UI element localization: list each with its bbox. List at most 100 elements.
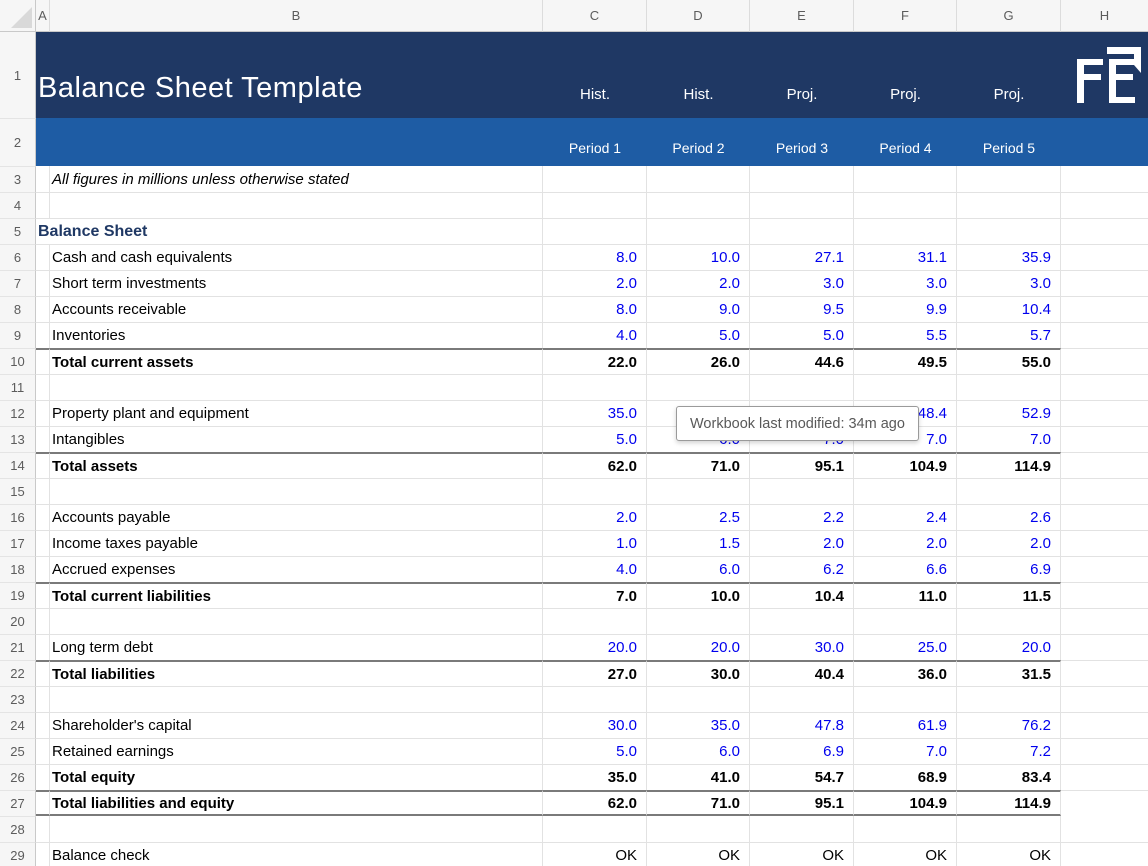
cell-D5[interactable] [647, 218, 750, 244]
cell-D27[interactable]: 71.0 [647, 790, 750, 816]
cell-F11[interactable] [854, 374, 957, 400]
cell-C23[interactable] [543, 686, 647, 712]
cell-C10[interactable]: 22.0 [543, 348, 647, 374]
row-header-15[interactable]: 15 [0, 478, 36, 504]
cell-D19[interactable]: 10.0 [647, 582, 750, 608]
cell-B21[interactable]: Long term debt [50, 634, 543, 660]
cell-C24[interactable]: 30.0 [543, 712, 647, 738]
cell-B12[interactable]: Property plant and equipment [50, 400, 543, 426]
cell-E17[interactable]: 2.0 [750, 530, 854, 556]
cell-F29[interactable]: OK [854, 842, 957, 866]
cell-H26[interactable] [1061, 764, 1148, 790]
cell-H14[interactable] [1061, 452, 1148, 478]
cell-E26[interactable]: 54.7 [750, 764, 854, 790]
cell-E16[interactable]: 2.2 [750, 504, 854, 530]
cell-G18[interactable]: 6.9 [957, 556, 1061, 582]
row-header-7[interactable]: 7 [0, 270, 36, 296]
cell-C5[interactable] [543, 218, 647, 244]
cell-E9[interactable]: 5.0 [750, 322, 854, 348]
cell-E6[interactable]: 27.1 [750, 244, 854, 270]
row-header-24[interactable]: 24 [0, 712, 36, 738]
cell-A21[interactable] [36, 634, 50, 660]
cell-H25[interactable] [1061, 738, 1148, 764]
cell-A28[interactable] [36, 816, 50, 842]
cell-D26[interactable]: 41.0 [647, 764, 750, 790]
cell-H7[interactable] [1061, 270, 1148, 296]
cell-D17[interactable]: 1.5 [647, 530, 750, 556]
cell-C16[interactable]: 2.0 [543, 504, 647, 530]
cell-G19[interactable]: 11.5 [957, 582, 1061, 608]
cell-A18[interactable] [36, 556, 50, 582]
row-header-13[interactable]: 13 [0, 426, 36, 452]
column-header-F[interactable]: F [854, 0, 957, 32]
cell-G13[interactable]: 7.0 [957, 426, 1061, 452]
cell-B3[interactable]: All figures in millions unless otherwise… [50, 166, 543, 192]
row-header-26[interactable]: 26 [0, 764, 36, 790]
row-header-27[interactable]: 27 [0, 790, 36, 816]
row-header-29[interactable]: 29 [0, 842, 36, 866]
cell-C29[interactable]: OK [543, 842, 647, 866]
cell-D7[interactable]: 2.0 [647, 270, 750, 296]
cell-B23[interactable] [50, 686, 543, 712]
row-header-5[interactable]: 5 [0, 218, 36, 244]
cell-B11[interactable] [50, 374, 543, 400]
cell-C20[interactable] [543, 608, 647, 634]
cell-D15[interactable] [647, 478, 750, 504]
cell-D14[interactable]: 71.0 [647, 452, 750, 478]
select-all-corner[interactable] [0, 0, 36, 32]
row-header-3[interactable]: 3 [0, 166, 36, 192]
row-header-14[interactable]: 14 [0, 452, 36, 478]
cell-H8[interactable] [1061, 296, 1148, 322]
cell-D3[interactable] [647, 166, 750, 192]
cell-F25[interactable]: 7.0 [854, 738, 957, 764]
cell-B13[interactable]: Intangibles [50, 426, 543, 452]
cell-C27[interactable]: 62.0 [543, 790, 647, 816]
column-header-H[interactable]: H [1061, 0, 1148, 32]
cell-H28[interactable] [1061, 816, 1148, 842]
cell-G3[interactable] [957, 166, 1061, 192]
cell-G7[interactable]: 3.0 [957, 270, 1061, 296]
cell-A16[interactable] [36, 504, 50, 530]
cell-F19[interactable]: 11.0 [854, 582, 957, 608]
cell-G22[interactable]: 31.5 [957, 660, 1061, 686]
cell-E4[interactable] [750, 192, 854, 218]
cell-G9[interactable]: 5.7 [957, 322, 1061, 348]
cell-F14[interactable]: 104.9 [854, 452, 957, 478]
cell-A25[interactable] [36, 738, 50, 764]
cell-E27[interactable]: 95.1 [750, 790, 854, 816]
cell-H6[interactable] [1061, 244, 1148, 270]
cell-G23[interactable] [957, 686, 1061, 712]
cell-A29[interactable] [36, 842, 50, 866]
cell-E14[interactable]: 95.1 [750, 452, 854, 478]
cell-B29[interactable]: Balance check [50, 842, 543, 866]
cell-E20[interactable] [750, 608, 854, 634]
cell-C25[interactable]: 5.0 [543, 738, 647, 764]
cell-A3[interactable] [36, 166, 50, 192]
cell-D20[interactable] [647, 608, 750, 634]
cell-C26[interactable]: 35.0 [543, 764, 647, 790]
cell-D11[interactable] [647, 374, 750, 400]
cell-E5[interactable] [750, 218, 854, 244]
cell-F17[interactable]: 2.0 [854, 530, 957, 556]
cell-E22[interactable]: 40.4 [750, 660, 854, 686]
cell-F20[interactable] [854, 608, 957, 634]
cell-C3[interactable] [543, 166, 647, 192]
column-header-B[interactable]: B [50, 0, 543, 32]
cell-C12[interactable]: 35.0 [543, 400, 647, 426]
cell-F24[interactable]: 61.9 [854, 712, 957, 738]
cell-C7[interactable]: 2.0 [543, 270, 647, 296]
cell-A5[interactable]: Balance Sheet [36, 218, 543, 244]
cell-B16[interactable]: Accounts payable [50, 504, 543, 530]
cell-H12[interactable] [1061, 400, 1148, 426]
cell-E25[interactable]: 6.9 [750, 738, 854, 764]
cell-B10[interactable]: Total current assets [50, 348, 543, 374]
cell-E7[interactable]: 3.0 [750, 270, 854, 296]
cell-A22[interactable] [36, 660, 50, 686]
cell-G27[interactable]: 114.9 [957, 790, 1061, 816]
cell-H13[interactable] [1061, 426, 1148, 452]
cell-F27[interactable]: 104.9 [854, 790, 957, 816]
cell-H10[interactable] [1061, 348, 1148, 374]
cell-F21[interactable]: 25.0 [854, 634, 957, 660]
cell-C28[interactable] [543, 816, 647, 842]
cell-D8[interactable]: 9.0 [647, 296, 750, 322]
